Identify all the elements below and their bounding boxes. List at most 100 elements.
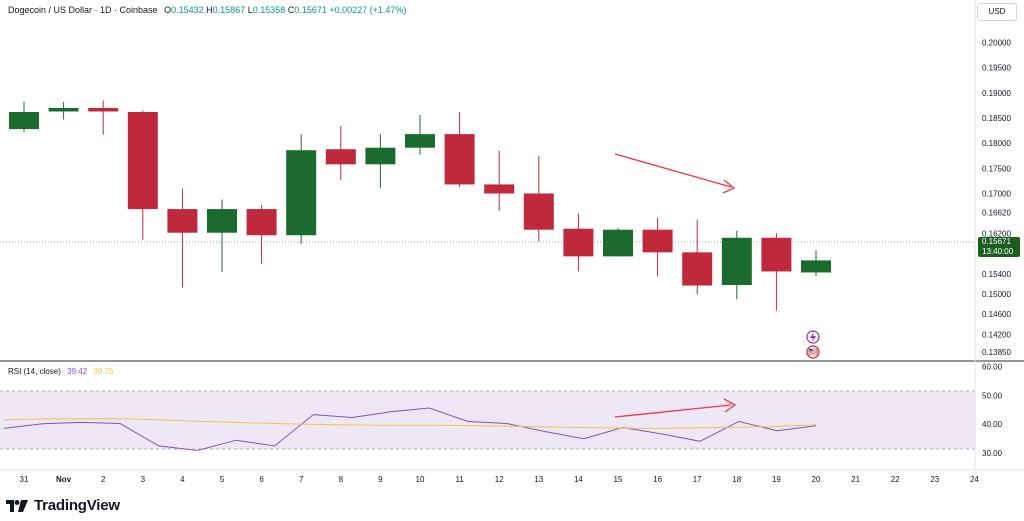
last-price-value: 0.15671 [982, 237, 1011, 246]
candle-8[interactable] [325, 126, 356, 180]
candle-body [325, 149, 356, 165]
time-tick-label: 7 [299, 475, 304, 484]
time-tick-label: 13 [534, 475, 543, 484]
time-tick-label: 18 [732, 475, 741, 484]
candle-body [88, 107, 119, 112]
tradingview-logo[interactable]: TradingView [6, 497, 120, 514]
candle-11[interactable] [444, 111, 475, 187]
time-tick-label: 10 [416, 475, 425, 484]
price-tick-label: 0.20000 [982, 39, 1011, 48]
price-downtrend-arrow[interactable] [614, 153, 736, 194]
bar-countdown: 13:40:00 [982, 247, 1014, 256]
price-tick-label: 0.17500 [982, 164, 1011, 173]
rsi-ma-line [3, 418, 817, 429]
tradingview-logo-icon [6, 499, 28, 512]
candle-body [207, 209, 237, 233]
candle-body [167, 209, 198, 233]
rsi-legend[interactable]: RSI (14, close) 39.42 39.75 [8, 367, 113, 376]
candle-6[interactable] [246, 205, 277, 264]
candle-12[interactable] [484, 150, 515, 211]
currency-button[interactable]: USD [977, 3, 1017, 21]
rsi-label: RSI (14, close) [8, 367, 61, 376]
time-tick-label: 17 [693, 475, 702, 484]
time-tick-label: 15 [614, 475, 623, 484]
candle-15[interactable] [603, 227, 633, 257]
time-tick-label: 4 [180, 475, 185, 484]
candle-body [563, 228, 594, 257]
candle-body [9, 111, 39, 130]
candle-18[interactable] [721, 230, 752, 300]
candle-17[interactable] [682, 219, 713, 295]
candle-body [523, 193, 554, 230]
candle-16[interactable] [642, 217, 673, 277]
time-tick-label: 12 [495, 475, 504, 484]
time-tick-label: 16 [653, 475, 662, 484]
time-tick-label: 21 [851, 475, 860, 484]
candle-9[interactable] [365, 134, 396, 188]
candle-body [365, 147, 396, 165]
time-tick-label: 14 [574, 475, 583, 484]
time-tick-label: 24 [970, 475, 979, 484]
symbol-title: Dogecoin / US Dollar · 1D · Coinbase [8, 5, 158, 15]
time-tick-label: Nov [56, 475, 72, 484]
price-tick-label: 0.15000 [982, 290, 1011, 299]
candle-14[interactable] [563, 213, 594, 272]
candle-3[interactable] [127, 110, 158, 240]
price-tick-label: 0.18500 [982, 114, 1011, 123]
time-tick-label: 23 [930, 475, 939, 484]
candle-body [642, 229, 673, 253]
open-label: O [164, 5, 172, 15]
time-tick-label: 8 [339, 475, 344, 484]
rsi-line [3, 407, 817, 452]
rsi-tick-label: 50.00 [982, 391, 1003, 400]
time-tick-label: 9 [378, 475, 383, 484]
high-value: 0.15867 [212, 5, 246, 15]
price-tick-label: 0.19500 [982, 64, 1011, 73]
low-label: L [247, 5, 253, 15]
candle-body [246, 209, 277, 236]
low-value: 0.15358 [252, 5, 286, 15]
price-tick-label: 0.17000 [982, 189, 1011, 198]
rsi-ma-value: 39.75 [93, 367, 114, 376]
close-label: C [287, 5, 295, 15]
price-tick-label: 0.16620 [982, 209, 1011, 218]
candle-5[interactable] [207, 199, 237, 272]
time-tick-label: 22 [891, 475, 900, 484]
candle-31[interactable] [9, 101, 39, 133]
last-price-badge: 0.15671 13:40:00 [978, 237, 1020, 257]
us-flag-event-icon[interactable] [806, 345, 820, 359]
candle-body [127, 111, 158, 210]
time-tick-label: 5 [220, 475, 225, 484]
price-tick-label: 0.15400 [982, 270, 1011, 279]
rsi-tick-label: 60.00 [982, 363, 1003, 372]
rsi-tick-label: 40.00 [982, 420, 1003, 429]
candle-4[interactable] [167, 188, 198, 288]
price-tick-label: 0.14200 [982, 330, 1011, 339]
time-tick-label: 31 [20, 475, 29, 484]
candle-body [286, 150, 317, 236]
brand-name: TradingView [34, 497, 120, 514]
time-tick-label: 19 [772, 475, 781, 484]
candle-body [484, 184, 515, 194]
time-tick-label: 3 [141, 475, 146, 484]
candle-20[interactable] [801, 250, 831, 276]
candle-Nov[interactable] [48, 101, 79, 120]
candle-body [603, 229, 633, 257]
change-value: +0.00227 (+1.47%) [329, 5, 407, 15]
high-label: H [206, 5, 213, 15]
rsi-band [0, 391, 975, 449]
candle-10[interactable] [405, 115, 435, 155]
candle-body [721, 237, 752, 286]
candle-7[interactable] [286, 134, 317, 244]
candle-19[interactable] [761, 233, 792, 311]
candle-body [761, 237, 792, 272]
time-tick-label: 2 [101, 475, 106, 484]
candle-13[interactable] [523, 155, 554, 242]
rsi-uptrend-arrow[interactable] [614, 398, 737, 418]
candle-2[interactable] [88, 100, 119, 135]
candle-body [48, 107, 79, 112]
symbol-legend[interactable]: Dogecoin / US Dollar · 1D · Coinbase O 0.… [8, 4, 406, 16]
dividends-event-icon[interactable] [806, 330, 820, 344]
price-tick-label: 0.14600 [982, 310, 1011, 319]
